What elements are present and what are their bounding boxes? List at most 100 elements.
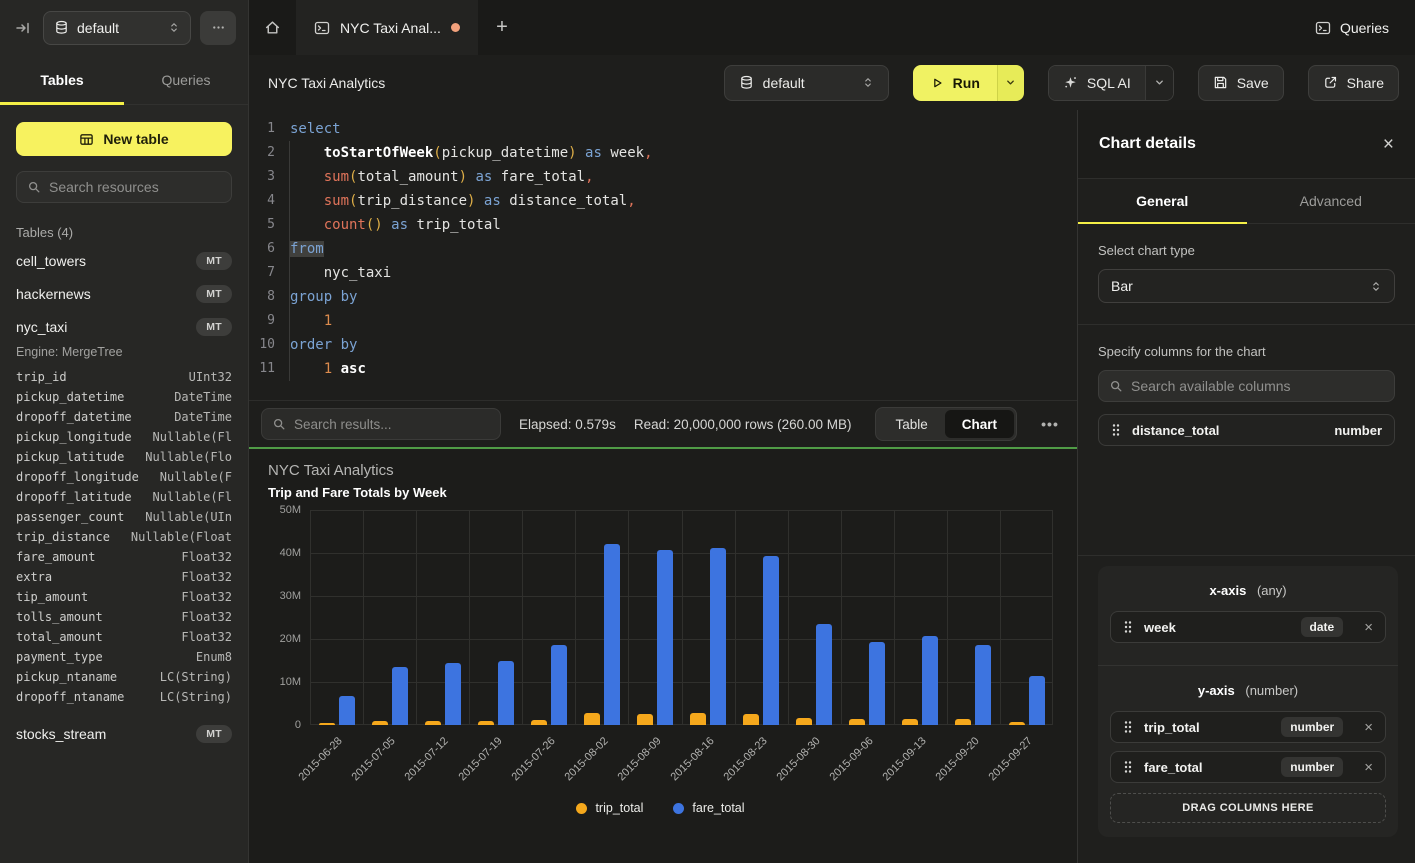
remove-column-icon[interactable]: × xyxy=(1364,758,1373,776)
column-chip-distance_total[interactable]: distance_total number xyxy=(1098,414,1395,446)
table-item-cell_towers[interactable]: cell_towers MT xyxy=(16,244,232,277)
legend-item-fare_total[interactable]: fare_total xyxy=(673,801,745,815)
remove-column-icon[interactable]: × xyxy=(1364,618,1373,636)
table-item-hackernews[interactable]: hackernews MT xyxy=(16,277,232,310)
x-tick: 2015-09-20 xyxy=(934,725,1000,801)
sql-editor[interactable]: 1 select 2 toStartOfWeek(pickup_datetime) … xyxy=(249,110,1077,400)
bar-trip_total xyxy=(637,713,653,725)
columns-search[interactable] xyxy=(1098,370,1395,402)
legend-item-trip_total[interactable]: trip_total xyxy=(576,801,643,815)
save-icon xyxy=(1213,75,1228,90)
bar-group[interactable] xyxy=(841,510,894,725)
chevron-updown-icon xyxy=(168,21,180,34)
home-button[interactable] xyxy=(249,0,296,55)
chevron-updown-icon xyxy=(862,76,874,89)
bar-group[interactable] xyxy=(575,510,628,725)
x-tick: 2015-09-13 xyxy=(881,725,947,801)
column-row: dropoff_ntaname LC(String) xyxy=(16,687,232,707)
y-axis-label: y-axis xyxy=(1197,683,1235,698)
results-search-input[interactable] xyxy=(294,416,490,432)
drag-handle-icon[interactable] xyxy=(1123,720,1133,734)
drag-handle-icon[interactable] xyxy=(1111,423,1121,437)
bar-group[interactable] xyxy=(310,510,363,725)
sidebar-tab-tables[interactable]: Tables xyxy=(0,55,124,105)
code-text: 1 xyxy=(323,313,333,329)
bar-group[interactable] xyxy=(788,510,841,725)
bar-trip_total xyxy=(690,712,707,725)
view-toggle-chart[interactable]: Chart xyxy=(944,410,1014,438)
chart-type-select[interactable]: Bar xyxy=(1098,269,1395,303)
bar-group[interactable] xyxy=(947,510,1000,725)
bar-trip_total xyxy=(424,720,441,725)
bar-group[interactable] xyxy=(1000,510,1053,725)
columns-search-input[interactable] xyxy=(1131,378,1384,394)
code-line[interactable]: 9 1 xyxy=(249,309,1077,333)
bar-group[interactable] xyxy=(894,510,947,725)
query-title: NYC Taxi Analytics xyxy=(268,74,386,91)
resource-search-input[interactable] xyxy=(49,179,221,195)
save-button[interactable]: Save xyxy=(1197,64,1284,101)
code-line[interactable]: 11 1 asc xyxy=(249,357,1077,381)
axis-config: x-axis (any) week date × y-axis (number) t… xyxy=(1098,566,1398,837)
sql-ai-button-group: SQL AI xyxy=(1047,64,1174,101)
collapse-sidebar-button[interactable] xyxy=(12,17,34,39)
code-line[interactable]: 5 count() as trip_total xyxy=(249,213,1077,237)
column-chip-trip_total[interactable]: trip_total number × xyxy=(1110,711,1386,743)
code-line[interactable]: 4 sum(trip_distance) as distance_total, xyxy=(249,189,1077,213)
code-line[interactable]: 6 from xyxy=(249,237,1077,261)
v-gridline xyxy=(628,510,630,725)
indent-guide xyxy=(289,141,290,381)
results-search[interactable] xyxy=(261,408,501,440)
run-options-button[interactable] xyxy=(996,64,1024,101)
code-line[interactable]: 8 group by xyxy=(249,285,1077,309)
table-item-stocks_stream[interactable]: stocks_stream MT xyxy=(16,717,232,750)
legend-label: trip_total xyxy=(595,801,644,815)
bar-group[interactable] xyxy=(735,510,788,725)
remove-column-icon[interactable]: × xyxy=(1364,718,1373,736)
code-text: toStartOfWeek(pickup_datetime) as week, xyxy=(323,145,653,161)
code-line[interactable]: 1 select xyxy=(249,117,1077,141)
x-tick: 2015-08-02 xyxy=(562,725,628,801)
column-chip-fare_total[interactable]: fare_total number × xyxy=(1110,751,1386,783)
bar-group[interactable] xyxy=(628,510,681,725)
share-button[interactable]: Share xyxy=(1307,64,1399,101)
column-name: pickup_datetime xyxy=(16,390,125,404)
queries-link[interactable]: Queries xyxy=(1315,20,1389,36)
run-button-group: Run xyxy=(912,64,1024,101)
sidebar-more-button[interactable] xyxy=(200,10,236,45)
sidebar-tab-queries[interactable]: Queries xyxy=(161,71,211,88)
drag-handle-icon[interactable] xyxy=(1123,620,1133,634)
column-chip-week[interactable]: week date × xyxy=(1110,611,1386,643)
sql-ai-options-button[interactable] xyxy=(1144,65,1173,100)
code-line[interactable]: 7 nyc_taxi xyxy=(249,261,1077,285)
column-chip-name: fare_total xyxy=(1144,759,1203,775)
resource-search[interactable] xyxy=(16,171,232,203)
drop-zone[interactable]: DRAG COLUMNS HERE xyxy=(1110,793,1386,823)
code-line[interactable]: 3 sum(total_amount) as fare_total, xyxy=(249,165,1077,189)
toolbar-database-selector[interactable]: default xyxy=(723,64,889,101)
sql-ai-button[interactable]: SQL AI xyxy=(1048,65,1145,100)
column-name: trip_distance xyxy=(16,530,110,544)
code-line[interactable]: 2 toStartOfWeek(pickup_datetime) as week… xyxy=(249,141,1077,165)
bar-group[interactable] xyxy=(469,510,522,725)
close-icon[interactable]: × xyxy=(1382,133,1394,155)
bar-group[interactable] xyxy=(682,510,735,725)
table-item-nyc_taxi[interactable]: nyc_taxi MT xyxy=(16,310,232,343)
bar-trip_total xyxy=(371,721,388,725)
bar-group[interactable] xyxy=(363,510,416,725)
results-more-button[interactable]: ••• xyxy=(1041,416,1059,432)
y-tick-label: 0 xyxy=(294,719,301,731)
bar-trip_total xyxy=(796,717,813,725)
code-line[interactable]: 10 order by xyxy=(249,333,1077,357)
new-tab-button[interactable]: + xyxy=(496,16,508,38)
panel-tab-advanced[interactable]: Advanced xyxy=(1299,193,1362,209)
bar-group[interactable] xyxy=(522,510,575,725)
sidebar-database-selector[interactable]: default xyxy=(43,10,191,45)
panel-tab-general[interactable]: General xyxy=(1078,179,1247,224)
view-toggle-table[interactable]: Table xyxy=(895,416,928,432)
run-button[interactable]: Run xyxy=(912,64,997,101)
query-tab[interactable]: NYC Taxi Anal... xyxy=(296,0,478,55)
drag-handle-icon[interactable] xyxy=(1123,760,1133,774)
bar-group[interactable] xyxy=(416,510,469,725)
new-table-button[interactable]: New table xyxy=(16,122,232,156)
